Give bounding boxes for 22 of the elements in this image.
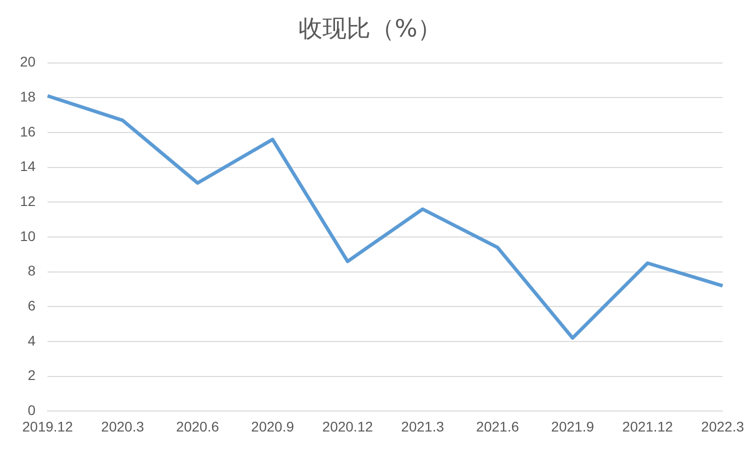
y-tick-label: 6 <box>28 298 36 314</box>
x-tick-label: 2020.9 <box>251 418 294 434</box>
y-tick-label: 16 <box>20 123 36 140</box>
y-tick-label: 10 <box>20 228 36 244</box>
chart-title: 收现比（%） <box>298 14 442 43</box>
x-tick-label: 2019.12 <box>22 418 74 434</box>
x-tick-label: 2020.12 <box>322 418 374 434</box>
y-tick-label: 18 <box>20 88 36 104</box>
y-tick-label: 20 <box>20 54 36 70</box>
y-tick-label: 8 <box>28 262 36 279</box>
x-tick-label: 2022.3 <box>701 418 744 434</box>
y-tick-label: 2 <box>28 367 36 384</box>
y-tick-label: 14 <box>20 158 36 174</box>
x-tick-label: 2021.6 <box>476 418 520 434</box>
x-tick-label: 2020.3 <box>101 418 144 434</box>
x-tick-label: 2021.3 <box>401 418 444 434</box>
y-tick-label: 0 <box>28 402 36 418</box>
x-tick-label: 2020.6 <box>176 418 220 434</box>
y-tick-label: 4 <box>28 332 36 348</box>
y-tick-label: 12 <box>20 193 36 210</box>
x-tick-label: 2021.9 <box>551 418 594 434</box>
x-tick-label: 2021.12 <box>622 418 674 434</box>
